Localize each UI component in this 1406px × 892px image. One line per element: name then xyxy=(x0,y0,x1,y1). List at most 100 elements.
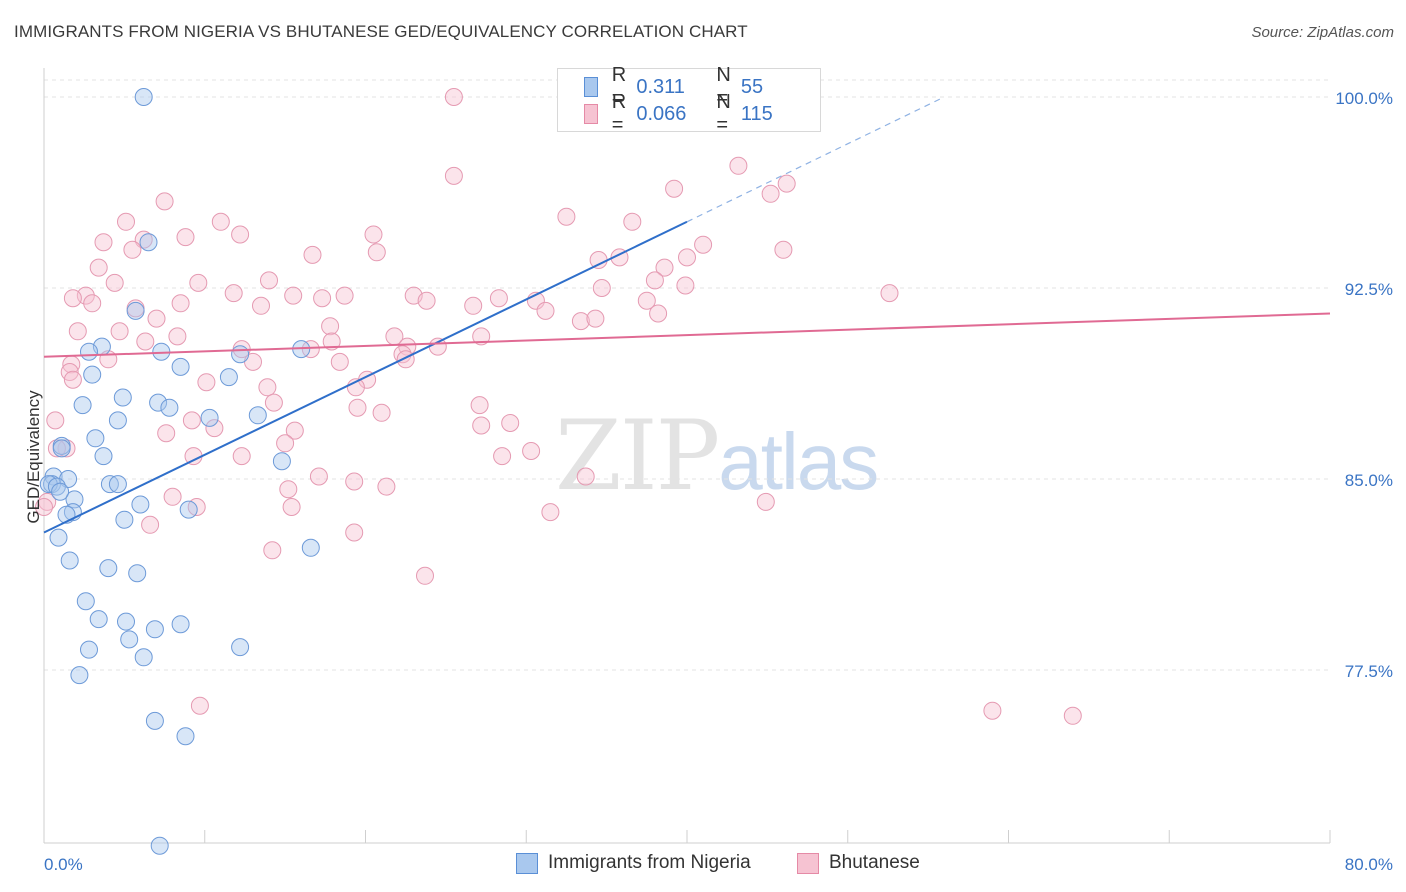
nigeria-point xyxy=(94,447,113,466)
bhutanese-point xyxy=(589,251,608,269)
legend-r-label: R = xyxy=(611,91,627,136)
nigeria-point xyxy=(89,610,108,629)
nigeria-point xyxy=(70,666,89,685)
bhutanese-point xyxy=(372,403,391,422)
bhutanese-point xyxy=(190,696,209,715)
nigeria-point xyxy=(200,408,219,427)
nigeria-point xyxy=(179,500,198,519)
nigeria-point xyxy=(108,475,127,494)
legend-n-label: N = xyxy=(716,64,731,109)
y-tick-label: 92.5% xyxy=(1345,280,1393,299)
legend-r-value-nigeria: 0.311 xyxy=(636,75,685,98)
bhutanese-point xyxy=(649,304,668,323)
bhutanese-point xyxy=(83,294,102,313)
bhutanese-point xyxy=(176,228,195,247)
bhutanese-point xyxy=(197,373,216,392)
bottom-legend-swatch-bhutanese xyxy=(797,852,819,874)
nigeria-point xyxy=(80,640,98,659)
bhutanese-point xyxy=(676,276,695,295)
bottom-legend-nigeria: Immigrants from Nigeria xyxy=(516,852,751,874)
nigeria-point xyxy=(231,345,250,364)
nigeria-point xyxy=(139,233,158,252)
bhutanese-point xyxy=(155,192,174,211)
x-tick-label: 80.0% xyxy=(1345,855,1393,874)
bhutanese-point xyxy=(232,447,251,466)
bhutanese-point xyxy=(171,294,190,313)
bhutanese-point xyxy=(880,284,899,303)
bhutanese-point xyxy=(38,492,57,511)
nigeria-point xyxy=(248,406,267,425)
nigeria-point xyxy=(134,648,153,667)
nigeria-point xyxy=(171,615,190,634)
bhutanese-point xyxy=(522,442,541,460)
legend-swatch-nigeria xyxy=(584,77,598,97)
bhutanese-point xyxy=(252,296,270,315)
bhutanese-point xyxy=(35,498,53,516)
bhutanese-trend-line xyxy=(43,312,1331,358)
legend-n-label: N = xyxy=(716,91,731,136)
bhutanese-point xyxy=(163,487,182,506)
bhutanese-point xyxy=(123,240,142,259)
nigeria-point xyxy=(150,836,169,855)
bhutanese-point xyxy=(417,291,436,310)
nigeria-point xyxy=(60,551,79,570)
nigeria-point xyxy=(80,342,98,361)
legend-r-value-bhutanese: 0.066 xyxy=(636,102,687,125)
watermark-atlas: atlas xyxy=(718,417,879,506)
bhutanese-point xyxy=(211,212,230,231)
bhutanese-point xyxy=(345,472,364,491)
bhutanese-point xyxy=(313,289,332,308)
nigeria-point xyxy=(301,538,320,557)
nigeria-point xyxy=(86,429,105,448)
bhutanese-point xyxy=(205,419,224,438)
nigeria-point xyxy=(131,495,150,514)
bhutanese-point xyxy=(444,88,463,106)
legend-r-label: R = xyxy=(611,64,627,109)
legend-swatch-bhutanese xyxy=(584,104,598,124)
bhutanese-point xyxy=(47,439,66,458)
bhutanese-point xyxy=(592,279,611,297)
bhutanese-point xyxy=(224,284,243,303)
bhutanese-point xyxy=(774,240,793,259)
bhutanese-point xyxy=(309,467,328,486)
bhutanese-point xyxy=(258,378,277,397)
bhutanese-point xyxy=(396,350,415,369)
bhutanese-point xyxy=(623,212,642,231)
bhutanese-point xyxy=(444,166,463,185)
bhutanese-point xyxy=(147,309,166,328)
nigeria-point xyxy=(145,711,164,730)
bhutanese-point xyxy=(501,414,520,432)
bhutanese-point xyxy=(63,370,82,389)
bhutanese-point xyxy=(279,480,298,499)
bhutanese-point xyxy=(416,566,434,585)
bhutanese-point xyxy=(321,317,340,336)
bhutanese-point xyxy=(489,289,508,308)
legend: R = 0.311 N = 55 R = 0.066 N = 115 xyxy=(557,64,821,136)
bhutanese-point xyxy=(63,289,82,308)
legend-row-bhutanese: R = 0.066 N = 115 xyxy=(558,91,821,136)
nigeria-point xyxy=(272,452,291,471)
bhutanese-point xyxy=(335,286,354,305)
bhutanese-point xyxy=(472,327,491,346)
bhutanese-point xyxy=(57,439,76,458)
y-tick-label: 77.5% xyxy=(1345,662,1393,681)
bhutanese-point xyxy=(189,273,208,292)
nigeria-point xyxy=(99,559,118,578)
bhutanese-point xyxy=(141,515,160,534)
bhutanese-point xyxy=(264,393,283,412)
bhutanese-point xyxy=(761,184,780,203)
legend-n-value-bhutanese: 115 xyxy=(740,102,773,125)
bhutanese-point xyxy=(263,541,282,560)
nigeria-point xyxy=(117,612,135,631)
bhutanese-point xyxy=(110,322,129,341)
bhutanese-point xyxy=(678,248,696,267)
nigeria-point xyxy=(149,393,168,412)
bhutanese-point xyxy=(428,337,447,356)
nigeria-point xyxy=(73,396,92,415)
bhutanese-point xyxy=(345,523,364,542)
bhutanese-point xyxy=(655,258,674,277)
bhutanese-point xyxy=(260,271,278,290)
nigeria-trend-extension xyxy=(686,96,945,223)
bhutanese-point xyxy=(367,243,386,262)
